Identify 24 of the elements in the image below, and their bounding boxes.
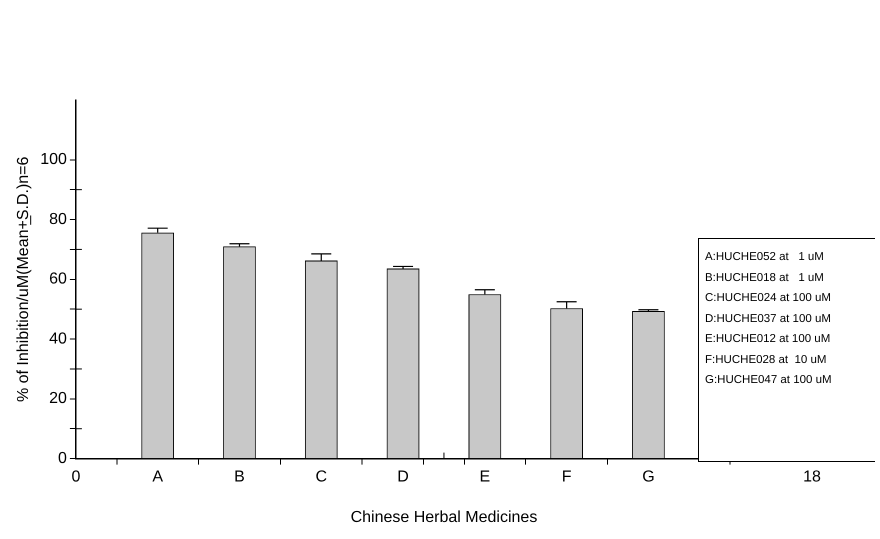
x-tick-label: 18: [803, 468, 821, 486]
annotation: B:HUCHE018 at 1 uM: [705, 270, 825, 286]
x-axis-title: Chinese Herbal Medicines: [350, 508, 538, 526]
x-tick-label: 0: [71, 468, 80, 486]
annotation: D:HUCHE037 at 100 uM: [705, 312, 832, 326]
annotation: E:HUCHE012 at 100 uM: [705, 332, 832, 347]
y-tick-label: 100: [40, 151, 67, 168]
annotation: G:HUCHE047 at 100 uM: [705, 373, 833, 388]
x-tick-label: B: [234, 468, 245, 486]
x-tick-label: G: [642, 468, 655, 486]
y-tick-label: 20: [49, 390, 67, 408]
x-tick-label: A: [152, 468, 164, 486]
annotation: C:HUCHE024 at 100 uM: [705, 291, 832, 306]
annotation: F:HUCHE028 at 10 uM: [705, 352, 828, 368]
annotation: A:HUCHE052 at 1 uM: [705, 250, 825, 265]
x-tick-label: D: [397, 468, 409, 486]
y-tick-label: 60: [49, 270, 67, 288]
x-tick-label: E: [480, 468, 490, 486]
y-tick-label: 40: [49, 330, 67, 348]
y-tick-label: 0: [58, 450, 67, 468]
x-tick-label: F: [562, 468, 572, 486]
x-tick-label: C: [315, 468, 328, 486]
y-axis-title: % of Inhibition/uM(Mean+̲S.D.)n=6: [15, 156, 32, 402]
y-tick-label: 80: [49, 210, 67, 228]
